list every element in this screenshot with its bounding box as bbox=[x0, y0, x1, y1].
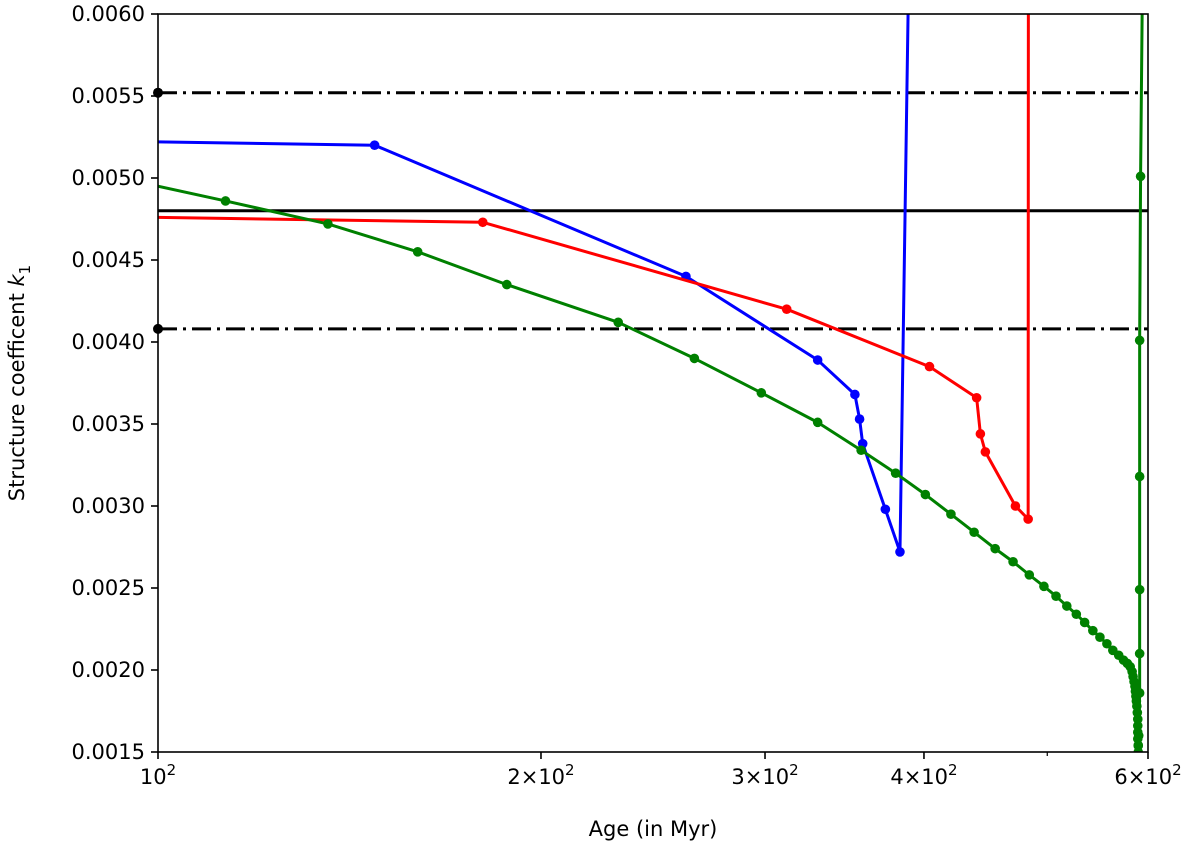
y-axis-title-subscript: 1 bbox=[16, 265, 34, 275]
x-tick-label: 3×102 bbox=[731, 761, 798, 789]
data-point bbox=[850, 389, 860, 400]
x-tick-mantissa: 6× bbox=[1114, 765, 1145, 789]
data-point bbox=[1132, 720, 1143, 731]
x-tick-mantissa: 3× bbox=[731, 765, 762, 789]
data-point bbox=[369, 140, 380, 150]
x-tick-base: 10 bbox=[140, 765, 167, 789]
data-point bbox=[946, 509, 956, 519]
series bbox=[158, 14, 910, 557]
data-point bbox=[323, 219, 333, 229]
series-layer bbox=[158, 14, 1146, 752]
x-tick-base: 10 bbox=[1145, 765, 1172, 789]
data-point bbox=[613, 317, 624, 328]
reference-lines bbox=[158, 91, 1148, 331]
y-axis: 0.0015 0.0020 0.0025 0.0030 0.0035 0.0040 0.00… bbox=[72, 2, 158, 764]
data-point bbox=[1039, 581, 1049, 592]
data-point bbox=[1134, 584, 1145, 595]
data-point bbox=[969, 527, 979, 538]
data-point bbox=[1134, 648, 1145, 659]
data-point bbox=[1071, 609, 1082, 620]
y-axis-title-symbol: k bbox=[5, 274, 29, 287]
data-point bbox=[980, 447, 991, 457]
x-tick-exponent: 2 bbox=[789, 761, 799, 779]
y-tick-label: 0.0030 bbox=[72, 494, 145, 518]
x-tick-label: 4×102 bbox=[890, 761, 957, 789]
data-point bbox=[1024, 570, 1035, 580]
x-tick-mantissa: 2× bbox=[507, 765, 538, 789]
x-tick-base: 10 bbox=[762, 765, 789, 789]
data-point bbox=[1134, 471, 1145, 482]
data-point bbox=[781, 304, 792, 315]
data-point bbox=[1133, 730, 1144, 741]
data-point bbox=[412, 247, 423, 257]
x-tick-exponent: 2 bbox=[167, 761, 177, 779]
data-point bbox=[502, 279, 512, 290]
data-point bbox=[920, 489, 931, 500]
x-axis: 102 2×102 3×102 4×102 6×102 bbox=[140, 752, 1182, 789]
y-tick-label: 0.0025 bbox=[72, 576, 145, 600]
y-tick-label: 0.0035 bbox=[72, 412, 145, 436]
data-point bbox=[812, 355, 823, 365]
y-tick-label: 0.0015 bbox=[72, 740, 145, 764]
data-point bbox=[1133, 740, 1144, 751]
data-point bbox=[689, 353, 700, 364]
y-tick-label: 0.0050 bbox=[72, 166, 145, 190]
data-point bbox=[1135, 171, 1146, 182]
y-axis-title: Structure coefficent k1 bbox=[5, 265, 34, 501]
y-tick-label: 0.0040 bbox=[72, 330, 145, 354]
x-tick-label: 6×102 bbox=[1114, 761, 1181, 789]
x-tick-exponent: 2 bbox=[948, 761, 958, 779]
plot-frame bbox=[157, 13, 1149, 753]
data-point bbox=[895, 547, 905, 557]
x-tick-exponent: 2 bbox=[1172, 761, 1182, 779]
x-tick-label: 2×102 bbox=[507, 761, 574, 789]
series-line bbox=[158, 14, 1144, 752]
data-point bbox=[1102, 638, 1112, 649]
data-point bbox=[1088, 625, 1098, 636]
data-point bbox=[1134, 335, 1145, 346]
x-tick-exponent: 2 bbox=[565, 761, 575, 779]
y-tick-label: 0.0020 bbox=[72, 658, 145, 682]
data-point bbox=[1079, 617, 1090, 628]
series-line bbox=[158, 14, 1030, 521]
data-point bbox=[812, 417, 823, 428]
data-point bbox=[1023, 514, 1033, 524]
y-tick-label: 0.0055 bbox=[72, 84, 145, 108]
data-point bbox=[890, 468, 901, 479]
series bbox=[158, 14, 1033, 524]
y-tick-label: 0.0060 bbox=[72, 2, 145, 26]
data-point bbox=[924, 361, 935, 372]
data-point bbox=[756, 388, 767, 398]
data-point bbox=[477, 217, 488, 228]
series bbox=[158, 14, 1146, 752]
data-point bbox=[854, 414, 865, 424]
data-point bbox=[971, 392, 982, 403]
series-line bbox=[158, 14, 910, 554]
data-point bbox=[880, 504, 891, 515]
data-point bbox=[1010, 501, 1021, 511]
data-point bbox=[1051, 591, 1061, 601]
data-point bbox=[1134, 688, 1145, 698]
data-point bbox=[220, 196, 231, 206]
data-point bbox=[1095, 632, 1105, 642]
data-point bbox=[1008, 556, 1018, 567]
x-axis-title: Age (in Myr) bbox=[589, 817, 718, 841]
data-point bbox=[975, 429, 986, 439]
data-point bbox=[856, 445, 866, 456]
y-tick-label: 0.0045 bbox=[72, 248, 145, 272]
x-tick-mantissa: 4× bbox=[890, 765, 921, 789]
x-tick-label: 102 bbox=[140, 761, 176, 789]
y-axis-title-text: Structure coefficent bbox=[5, 287, 29, 502]
data-point bbox=[990, 543, 1000, 554]
data-point bbox=[1132, 714, 1143, 724]
x-tick-base: 10 bbox=[921, 765, 948, 789]
data-point bbox=[1062, 601, 1072, 611]
x-tick-base: 10 bbox=[538, 765, 565, 789]
